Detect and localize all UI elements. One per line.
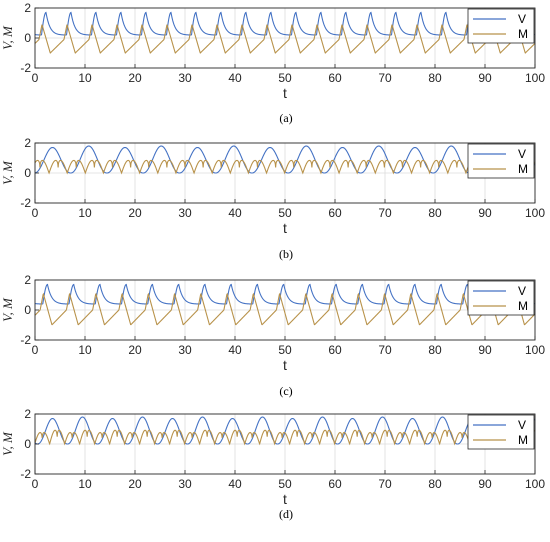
x-tick-label: 90 — [478, 71, 492, 85]
x-tick-label: 10 — [78, 206, 92, 220]
x-tick-label: 30 — [178, 343, 192, 357]
legend-box — [467, 8, 535, 44]
x-tick-label: 10 — [78, 71, 92, 85]
y-axis-label: V, M — [0, 431, 15, 456]
panel-caption: (a) — [279, 111, 292, 125]
x-tick-label: 70 — [378, 477, 392, 491]
x-tick-label: 10 — [78, 343, 92, 357]
panel-caption: (d) — [279, 507, 293, 521]
x-tick-label: 20 — [128, 343, 142, 357]
series-M-line — [34, 429, 536, 446]
x-axis-label: t — [283, 85, 287, 101]
legend-box — [467, 414, 535, 450]
x-tick-label: 0 — [32, 343, 39, 357]
x-tick-label: 20 — [128, 477, 142, 491]
x-tick-label: 70 — [378, 71, 392, 85]
x-tick-label: 0 — [32, 206, 39, 220]
legend: VM — [467, 143, 535, 179]
y-tick-label: -2 — [20, 467, 31, 481]
y-tick-label: 2 — [24, 136, 31, 150]
x-tick-label: 40 — [228, 477, 242, 491]
series-V-line — [34, 283, 536, 305]
y-axis-label: V, M — [0, 25, 15, 50]
x-tick-label: 50 — [278, 343, 292, 357]
legend-label-M: M — [518, 162, 528, 176]
x-tick-label: 90 — [478, 477, 492, 491]
x-tick-label: 30 — [178, 71, 192, 85]
x-tick-label: 70 — [378, 206, 392, 220]
x-tick-label: 40 — [228, 206, 242, 220]
x-tick-label: 40 — [228, 343, 242, 357]
x-tick-label: 50 — [278, 71, 292, 85]
x-tick-label: 30 — [178, 477, 192, 491]
panel-caption: (c) — [279, 384, 292, 398]
x-tick-label: 30 — [178, 206, 192, 220]
legend-label-V: V — [518, 147, 526, 161]
legend: VM — [467, 414, 535, 450]
x-tick-label: 50 — [278, 477, 292, 491]
x-tick-label: 100 — [525, 477, 545, 491]
x-tick-label: 80 — [428, 343, 442, 357]
series-V-line — [34, 416, 536, 445]
x-tick-label: 90 — [478, 206, 492, 220]
x-tick-label: 100 — [525, 343, 545, 357]
x-tick-label: 20 — [128, 71, 142, 85]
x-tick-label: 80 — [428, 477, 442, 491]
x-tick-label: 60 — [328, 477, 342, 491]
legend-label-V: V — [518, 12, 526, 26]
y-tick-label: -2 — [20, 61, 31, 75]
x-axis-label: t — [283, 357, 287, 373]
x-tick-label: 100 — [525, 206, 545, 220]
x-tick-label: 0 — [32, 71, 39, 85]
y-tick-label: 2 — [24, 407, 31, 421]
legend-label-V: V — [518, 418, 526, 432]
y-axis-label: V, M — [0, 297, 15, 322]
x-tick-label: 0 — [32, 477, 39, 491]
legend: VM — [467, 280, 535, 316]
x-axis-label: t — [283, 491, 287, 507]
y-axis-label: V, M — [0, 160, 15, 185]
series-V-line — [34, 11, 536, 36]
legend-label-M: M — [518, 433, 528, 447]
x-tick-label: 60 — [328, 343, 342, 357]
y-tick-label: 0 — [24, 166, 31, 180]
x-tick-label: 90 — [478, 343, 492, 357]
series-M-line — [34, 292, 536, 326]
legend-label-M: M — [518, 299, 528, 313]
x-tick-label: 60 — [328, 71, 342, 85]
y-tick-label: 0 — [24, 31, 31, 45]
y-tick-label: 0 — [24, 303, 31, 317]
x-axis-label: t — [283, 220, 287, 236]
series-M-line — [34, 24, 536, 54]
y-tick-label: -2 — [20, 333, 31, 347]
series-M-line — [34, 159, 536, 175]
x-tick-label: 80 — [428, 71, 442, 85]
y-tick-label: 0 — [24, 437, 31, 451]
x-tick-label: 70 — [378, 343, 392, 357]
y-tick-label: 2 — [24, 1, 31, 15]
y-tick-label: -2 — [20, 196, 31, 210]
x-tick-label: 80 — [428, 206, 442, 220]
legend: VM — [467, 8, 535, 44]
panel-caption: (b) — [279, 247, 293, 261]
x-tick-label: 50 — [278, 206, 292, 220]
x-tick-label: 40 — [228, 71, 242, 85]
legend-label-V: V — [518, 284, 526, 298]
y-tick-label: 2 — [24, 273, 31, 287]
x-tick-label: 60 — [328, 206, 342, 220]
x-tick-label: 20 — [128, 206, 142, 220]
x-tick-label: 100 — [525, 71, 545, 85]
legend-label-M: M — [518, 27, 528, 41]
x-tick-label: 10 — [78, 477, 92, 491]
legend-box — [467, 143, 535, 179]
legend-box — [467, 280, 535, 316]
